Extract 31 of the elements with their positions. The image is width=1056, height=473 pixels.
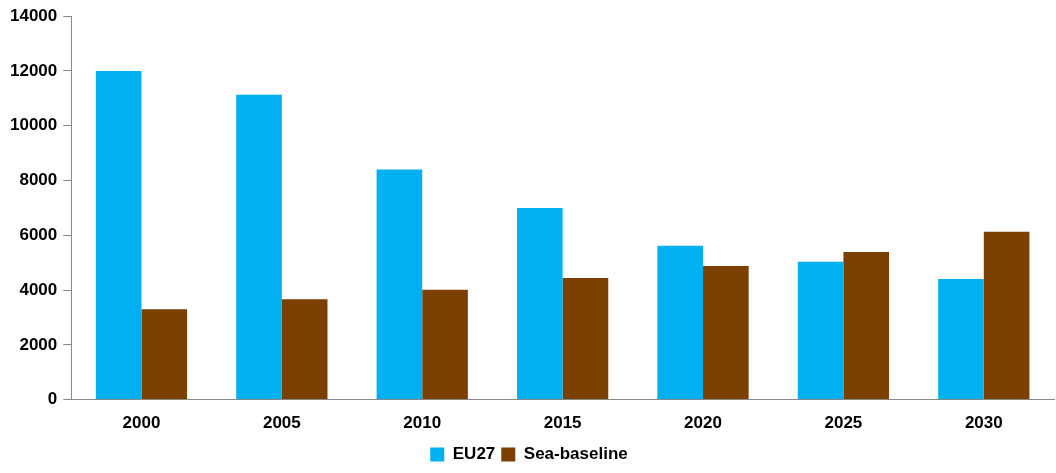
y-tick-label: 4000 (19, 279, 58, 299)
bar (236, 94, 282, 400)
bar (376, 169, 423, 400)
y-tick-label: 6000 (19, 224, 58, 244)
bar (422, 289, 468, 400)
y-tick-label: 8000 (19, 170, 58, 190)
y-tick-label: 2000 (19, 334, 58, 354)
bar (281, 299, 328, 400)
y-tick-label: 12000 (9, 60, 58, 80)
y-tick-label: 0 (47, 389, 58, 409)
x-tick-label: 2020 (684, 413, 722, 433)
x-tick-label: 2010 (403, 413, 442, 433)
x-tick-label: 2030 (964, 413, 1003, 433)
bar (562, 278, 609, 400)
y-tick-label: 14000 (9, 5, 58, 25)
bar (938, 279, 984, 400)
bar (797, 261, 844, 400)
legend-label: Sea-baseline (523, 444, 628, 464)
bar (95, 70, 142, 400)
bar (141, 309, 188, 400)
y-tick-label: 10000 (9, 115, 58, 135)
bar (703, 265, 749, 400)
x-tick-label: 2015 (543, 413, 582, 433)
bar (843, 251, 890, 400)
x-tick-label: 2000 (122, 413, 161, 433)
x-tick-label: 2005 (262, 413, 301, 433)
bar (983, 231, 1030, 400)
legend-label: EU27 (452, 444, 496, 464)
x-tick-label: 2025 (824, 413, 863, 433)
bar (517, 207, 563, 400)
bar (657, 245, 704, 400)
